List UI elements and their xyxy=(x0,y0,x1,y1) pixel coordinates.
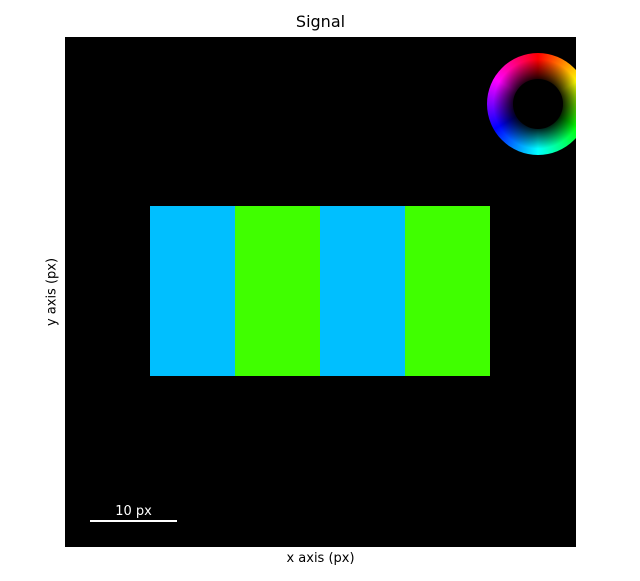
stripe-1 xyxy=(150,206,235,376)
signal-image: 10 px xyxy=(65,37,576,547)
stripe-4 xyxy=(405,206,490,376)
stripe-2 xyxy=(235,206,320,376)
x-axis-label: x axis (px) xyxy=(286,551,355,566)
plot-title: Signal xyxy=(295,12,346,31)
scalebar-line xyxy=(90,520,177,522)
colorwheel-center xyxy=(513,79,563,129)
scalebar-label: 10 px xyxy=(115,504,152,519)
stripe-3 xyxy=(320,206,405,376)
y-axis-label: y axis (px) xyxy=(44,257,60,327)
